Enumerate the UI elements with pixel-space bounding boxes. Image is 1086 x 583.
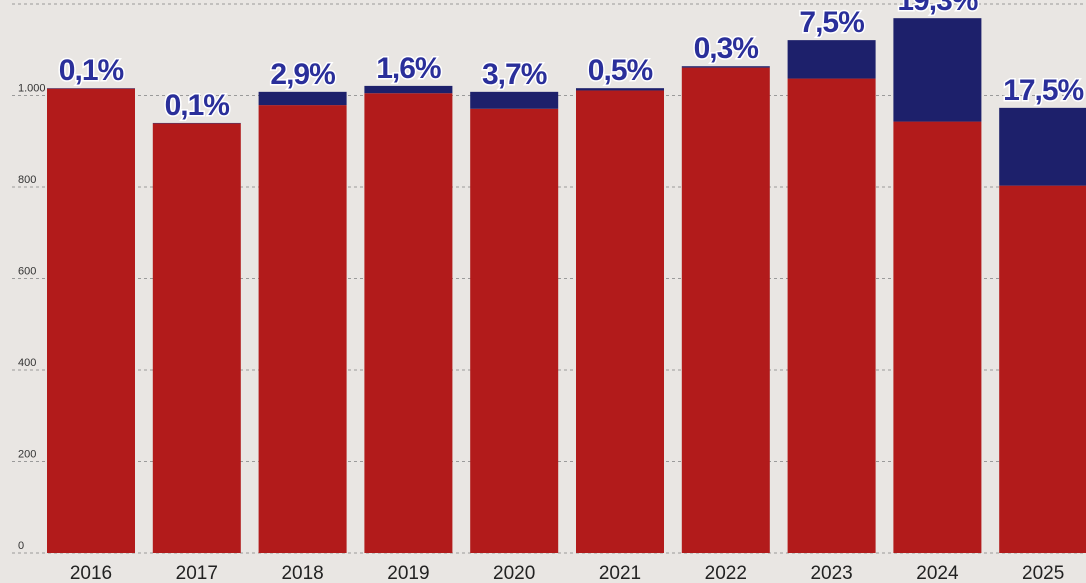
- share-label: 17,5%: [1003, 74, 1083, 107]
- x-tick-label: 2021: [599, 563, 641, 583]
- y-tick-label: 0: [18, 540, 24, 552]
- bar-segment: [681, 66, 770, 68]
- share-label: 19,3%: [897, 0, 977, 17]
- y-tick-label: 800: [18, 174, 36, 186]
- bar-segment: [576, 88, 664, 91]
- x-tick-label: 2018: [281, 563, 323, 583]
- bar-segment: [681, 67, 770, 553]
- bar-segment: [999, 185, 1086, 553]
- share-label: 0,1%: [165, 89, 230, 122]
- x-tick-label: 2016: [70, 563, 112, 583]
- x-tick-label: 2022: [705, 563, 747, 583]
- y-tick-label: 200: [18, 449, 36, 461]
- bar-segment: [258, 105, 347, 554]
- x-tick-label: 2020: [493, 563, 535, 583]
- share-label: 0,5%: [588, 54, 653, 87]
- bar-segment: [893, 121, 982, 553]
- bar-segment: [893, 18, 982, 122]
- bar-segment: [364, 85, 453, 94]
- bar-segment: [787, 40, 876, 79]
- bar-segment: [364, 93, 453, 554]
- x-tick-label: 2023: [810, 563, 852, 583]
- y-tick-label: 1.000: [18, 83, 46, 95]
- share-label: 3,7%: [482, 58, 547, 91]
- bar-segment: [576, 90, 664, 553]
- bar-segment: [258, 91, 347, 106]
- bar-segment: [470, 91, 559, 109]
- share-label: 1,6%: [376, 52, 441, 85]
- x-tick-label: 2025: [1022, 563, 1064, 583]
- bar-segment: [152, 123, 241, 553]
- bar-segment: [470, 108, 559, 553]
- bar-segment: [47, 88, 135, 553]
- bar-segment: [787, 78, 876, 553]
- share-label: 0,3%: [694, 32, 759, 65]
- bar-segment: [999, 107, 1086, 186]
- x-tick-label: 2019: [387, 563, 429, 583]
- y-tick-label: 1200: [18, 0, 42, 3]
- y-tick-label: 400: [18, 357, 36, 369]
- share-label: 7,5%: [799, 6, 864, 39]
- share-label: 2,9%: [270, 58, 335, 91]
- x-tick-label: 2024: [916, 563, 959, 583]
- share-label: 0,1%: [59, 54, 124, 87]
- y-tick-label: 600: [18, 266, 36, 278]
- x-tick-label: 2017: [176, 563, 218, 583]
